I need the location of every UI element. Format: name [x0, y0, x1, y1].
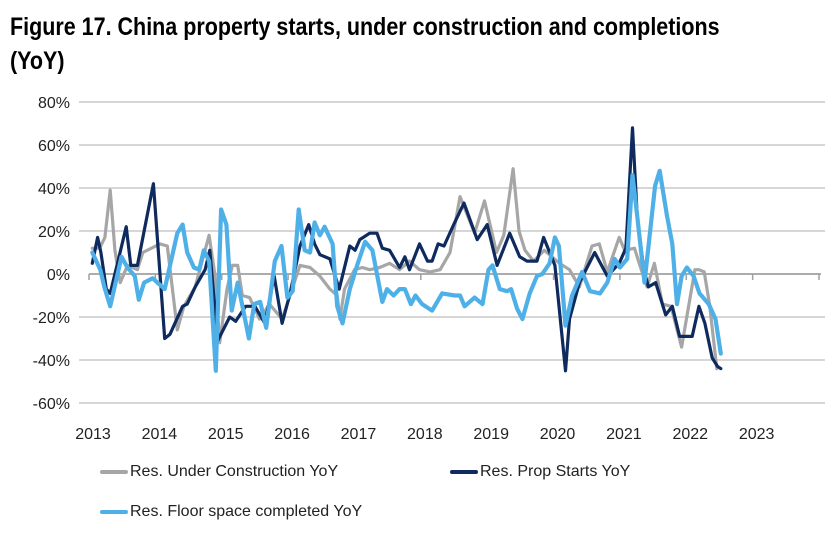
y-tick-label: 20%	[38, 224, 70, 241]
x-tick-label: 2014	[142, 426, 178, 443]
legend-swatch-lightblue	[100, 510, 128, 514]
y-tick-label: 80%	[38, 95, 70, 112]
chart-title-line-2: (YoY)	[10, 47, 65, 75]
y-tick-label: -20%	[33, 310, 70, 327]
y-tick-label: 60%	[38, 138, 70, 155]
series-lines	[90, 126, 723, 373]
x-tick-label: 2016	[274, 426, 310, 443]
series-line-res-prop-starts-yoy	[90, 126, 723, 373]
x-axis-labels: 2013 2014 2015 2016 2017 2018 2019 2020 2021 2022…	[75, 426, 774, 443]
x-tick-label: 2022	[672, 426, 708, 443]
legend-label: Res. Prop Starts YoY	[480, 463, 631, 480]
legend-label: Res. Under Construction YoY	[130, 463, 339, 480]
x-tick-label: 2013	[75, 426, 111, 443]
x-tick-label: 2018	[407, 426, 443, 443]
series-line-res-under-construction-yoy	[90, 167, 719, 371]
y-tick-label: -60%	[33, 396, 70, 413]
legend-swatch-grey	[100, 470, 128, 474]
legend-swatch-navy	[450, 470, 478, 474]
y-axis-labels: 80% 60% 40% 20% 0% -20% -40% -60%	[33, 95, 70, 413]
x-tick-label: 2020	[540, 426, 576, 443]
x-tick-label: 2019	[473, 426, 509, 443]
gridlines	[79, 101, 825, 404]
legend-item-prop-starts: Res. Prop Starts YoY	[450, 463, 630, 481]
chart-title: Figure 17. China property starts, under …	[10, 10, 724, 78]
x-tick-label: 2023	[739, 426, 775, 443]
legend-label: Res. Floor space completed YoY	[130, 503, 363, 520]
series-line-res-floor-space-completed-yoy	[90, 168, 723, 373]
x-tick-label: 2017	[341, 426, 377, 443]
legend-item-floor-space-completed: Res. Floor space completed YoY	[100, 503, 362, 521]
chart-title-line-1: Figure 17. China property starts, under …	[10, 13, 720, 41]
y-tick-label: 40%	[38, 181, 70, 198]
x-tick-label: 2021	[606, 426, 642, 443]
x-tick-label: 2015	[208, 426, 244, 443]
y-tick-label: 0%	[47, 267, 70, 284]
y-tick-label: -40%	[33, 353, 70, 370]
legend-item-under-construction: Res. Under Construction YoY	[100, 463, 338, 481]
